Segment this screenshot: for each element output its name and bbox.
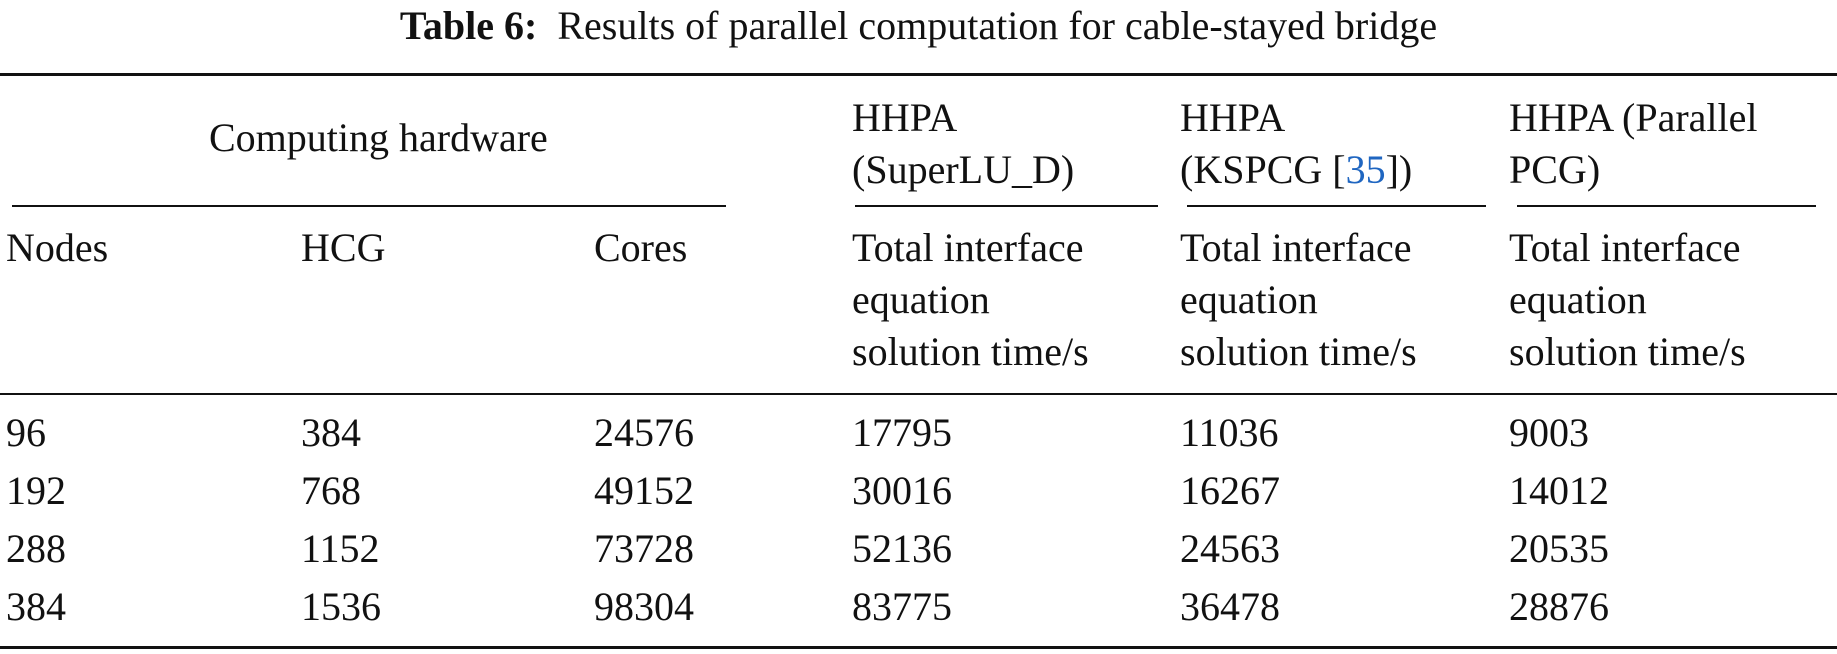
cmidrule-parallel-pcg <box>1517 205 1816 207</box>
time-label-line3: solution time/s <box>1180 329 1417 374</box>
cell-hcg: 1152 <box>301 526 380 571</box>
cell-cores: 49152 <box>594 468 694 513</box>
cmidrule-superlu <box>855 205 1158 207</box>
header-parallel-pcg-line1: HHPA (Parallel <box>1509 95 1758 140</box>
cell-superlu-time: 83775 <box>852 584 952 629</box>
cell-nodes: 288 <box>6 526 66 571</box>
time-label-line2: equation <box>1509 277 1647 322</box>
cmidrule-hardware <box>12 205 726 207</box>
header-computing-hardware: Computing hardware <box>209 115 548 160</box>
caption-label: Table 6: <box>399 3 538 48</box>
cell-kspcg-time: 11036 <box>1180 410 1279 455</box>
cell-cores: 73728 <box>594 526 694 571</box>
cell-parallel-pcg-time: 20535 <box>1509 526 1609 571</box>
header-superlu-line1: HHPA <box>852 95 958 140</box>
mid-rule <box>0 393 1837 395</box>
cell-superlu-time: 17795 <box>852 410 952 455</box>
header-kspcg-line2: (KSPCG [35]) <box>1180 144 1412 196</box>
cell-parallel-pcg-time: 9003 <box>1509 410 1589 455</box>
cell-cores: 98304 <box>594 584 694 629</box>
cell-parallel-pcg-time: 28876 <box>1509 584 1609 629</box>
cell-kspcg-time: 36478 <box>1180 584 1280 629</box>
time-label-line3: solution time/s <box>852 329 1089 374</box>
kspcg-pre: (KSPCG [ <box>1180 147 1346 192</box>
time-label-line3: solution time/s <box>1509 329 1746 374</box>
cell-superlu-time: 30016 <box>852 468 952 513</box>
table-caption: Table 6: Results of parallel computation… <box>0 0 1837 52</box>
time-label-line1: Total interface <box>1509 225 1741 270</box>
time-label-line1: Total interface <box>852 225 1084 270</box>
cell-hcg: 1536 <box>301 584 381 629</box>
caption-text: Results of parallel computation for cabl… <box>557 3 1438 48</box>
time-label-line2: equation <box>852 277 990 322</box>
time-label-line1: Total interface <box>1180 225 1412 270</box>
bottom-rule <box>0 646 1837 649</box>
cell-nodes: 192 <box>6 468 66 513</box>
col-header-hcg: HCG <box>301 225 386 270</box>
cell-kspcg-time: 24563 <box>1180 526 1280 571</box>
cmidrule-kspcg <box>1187 205 1486 207</box>
cell-superlu-time: 52136 <box>852 526 952 571</box>
header-superlu-line2: (SuperLU_D) <box>852 147 1075 192</box>
col-header-cores: Cores <box>594 225 688 270</box>
cell-kspcg-time: 16267 <box>1180 468 1280 513</box>
col-header-nodes: Nodes <box>6 225 109 270</box>
cell-cores: 24576 <box>594 410 694 455</box>
top-rule <box>0 73 1837 76</box>
kspcg-post: ]) <box>1385 147 1413 192</box>
citation-link[interactable]: 35 <box>1345 147 1386 192</box>
header-kspcg-line1: HHPA <box>1180 95 1286 140</box>
cell-hcg: 768 <box>301 468 361 513</box>
time-label-line2: equation <box>1180 277 1318 322</box>
cell-nodes: 384 <box>6 584 66 629</box>
header-parallel-pcg-line2: PCG) <box>1509 147 1601 192</box>
cell-nodes: 96 <box>6 410 46 455</box>
cell-parallel-pcg-time: 14012 <box>1509 468 1609 513</box>
cell-hcg: 384 <box>301 410 361 455</box>
